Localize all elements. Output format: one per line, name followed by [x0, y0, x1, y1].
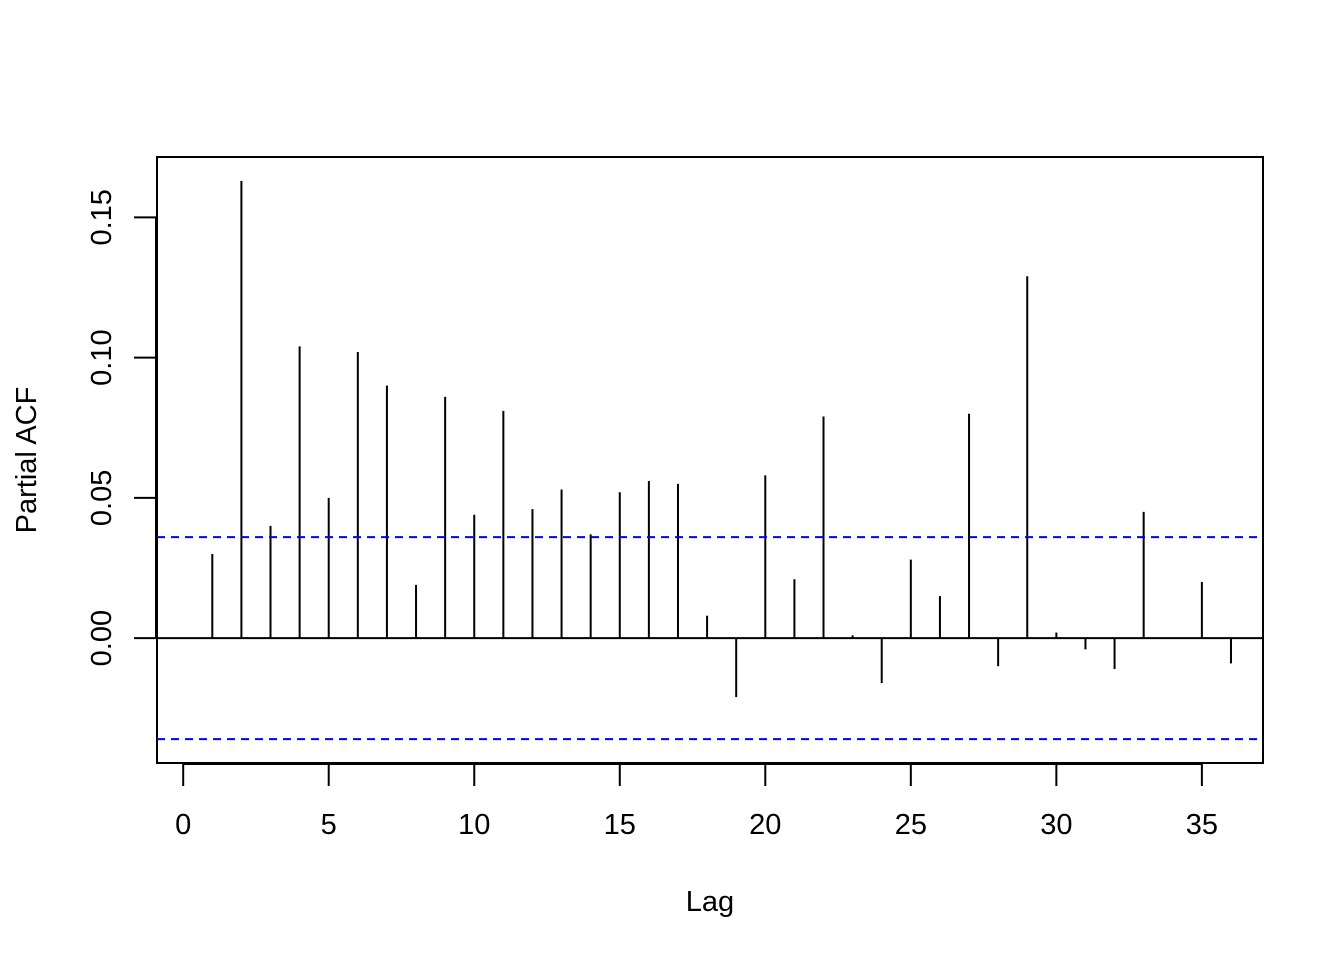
x-tick-label-15: 15	[604, 809, 636, 841]
y-tick-label-0.1: 0.10	[86, 329, 118, 385]
y-tick-label-0: 0.00	[86, 610, 118, 666]
x-axis-label: Lag	[686, 886, 734, 918]
x-tick-label-35: 35	[1186, 809, 1218, 841]
y-tick-label-0.05: 0.05	[86, 470, 118, 526]
x-tick-label-25: 25	[895, 809, 927, 841]
y-axis-label: Partial ACF	[11, 387, 43, 534]
y-tick-label-0.15: 0.15	[86, 189, 118, 245]
plot-frame	[156, 156, 1264, 764]
x-tick-label-10: 10	[458, 809, 490, 841]
reference-lines	[157, 536, 1263, 741]
y-axis: 0.00 0.05 0.10 0.15	[86, 189, 157, 666]
x-tick-label-30: 30	[1040, 809, 1072, 841]
x-tick-label-5: 5	[321, 809, 337, 841]
x-axis: 0 5 10 15 20 25 30 35	[175, 763, 1218, 841]
x-tick-label-20: 20	[749, 809, 781, 841]
pacf-bars	[211, 180, 1232, 698]
x-tick-label-0: 0	[175, 809, 191, 841]
